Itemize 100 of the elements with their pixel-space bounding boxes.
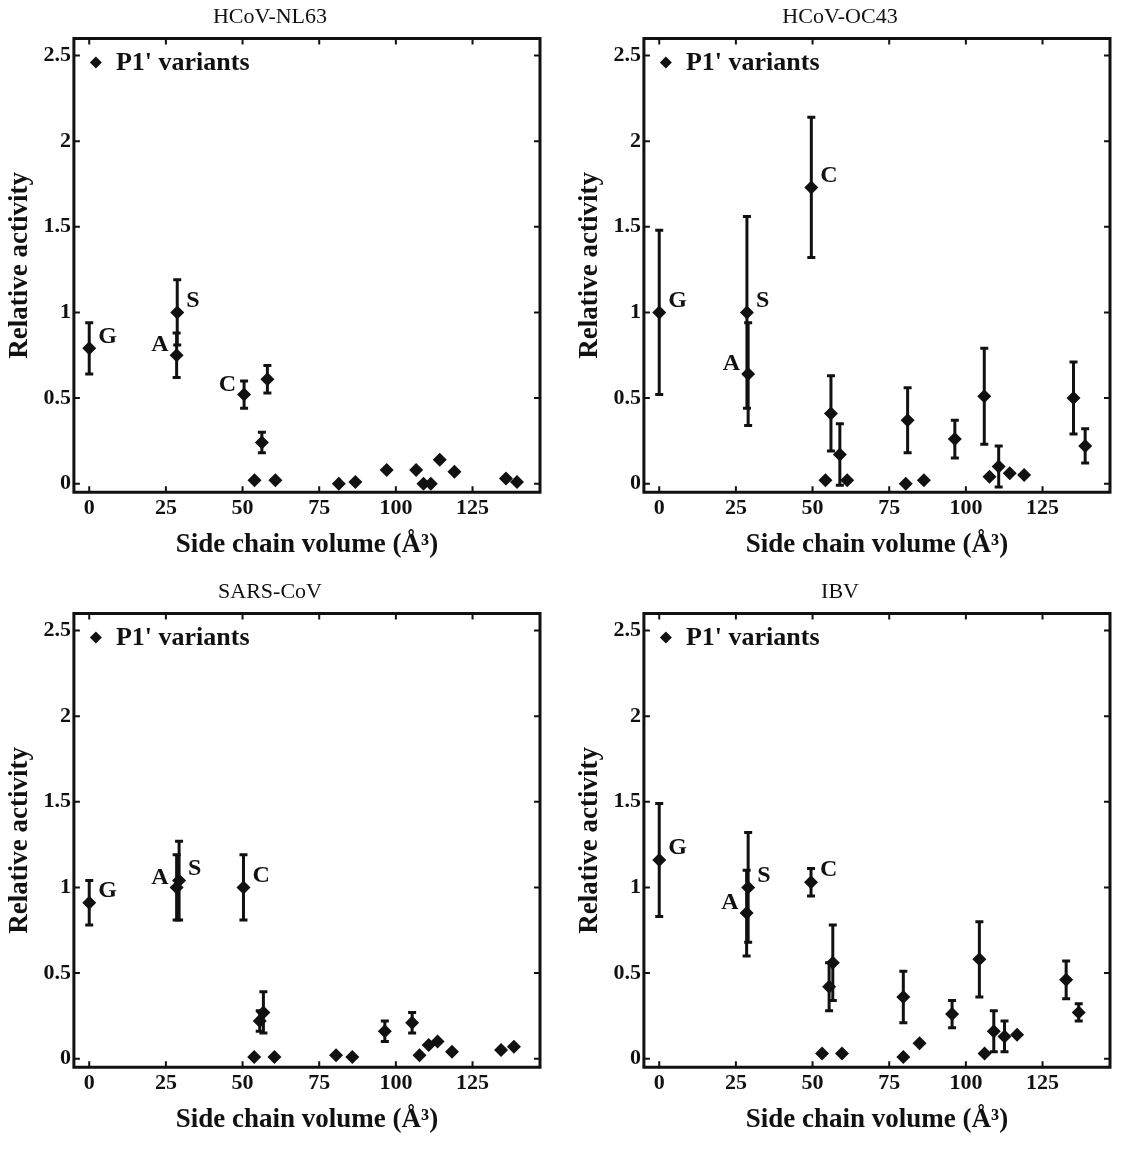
y-tick-label: 2.5 [43, 41, 71, 67]
x-tick-label: 0 [83, 494, 95, 520]
x-tick-label: 50 [231, 494, 254, 520]
point [444, 1044, 459, 1059]
y-tick-label: 1.5 [613, 212, 641, 238]
point [268, 473, 283, 488]
y-tick-label: 2 [629, 701, 641, 727]
point [267, 1049, 282, 1064]
point [345, 1049, 360, 1064]
x-tick-label: 0 [83, 1069, 95, 1095]
point [247, 473, 262, 488]
y-tick-label: 0.5 [43, 383, 71, 409]
y-tick-label: 2.5 [613, 616, 641, 642]
x-axis-title: Side chain volume (Å³) [175, 527, 439, 558]
y-tick-label: 1 [59, 298, 71, 324]
point [1010, 1027, 1025, 1042]
point [430, 1034, 445, 1049]
point [331, 476, 346, 491]
x-axis-title: Side chain volume (Å³) [745, 527, 1009, 558]
point [247, 1049, 262, 1064]
point [896, 1049, 911, 1064]
legend-label: P1' variants [115, 47, 250, 77]
annotation: G [668, 285, 688, 312]
annotation: C [218, 369, 237, 396]
annotation: S [757, 860, 771, 887]
point [815, 1046, 830, 1061]
point [447, 464, 462, 479]
x-tick-label: 0 [653, 494, 665, 520]
x-tick-label: 25 [154, 494, 177, 520]
y-tick-label: 1 [59, 873, 71, 899]
x-tick-label: 125 [1026, 1069, 1060, 1095]
x-tick-label: 75 [308, 1069, 331, 1095]
annotation: C [820, 160, 838, 187]
point [982, 469, 997, 484]
point [498, 471, 513, 486]
legend-label: P1' variants [115, 622, 250, 652]
x-tick-label: 50 [231, 1069, 254, 1095]
x-tick-label: 100 [949, 1069, 983, 1095]
x-tick-label: 125 [1026, 494, 1060, 520]
x-tick-label: 100 [949, 494, 983, 520]
point [348, 474, 363, 489]
y-tick-label: 0.5 [43, 958, 71, 984]
legend-label: P1' variants [685, 622, 820, 652]
y-tick-label: 0 [59, 1044, 71, 1070]
chart-title: HCoV-NL63 [212, 2, 328, 28]
point [412, 1048, 427, 1063]
y-tick-label: 0.5 [613, 958, 641, 984]
y-tick-label: 0 [629, 1044, 641, 1070]
chart-title: SARS-CoV [218, 577, 323, 603]
y-tick-label: 0 [629, 469, 641, 495]
x-tick-label: 100 [379, 494, 413, 520]
y-tick-label: 2.5 [613, 41, 641, 67]
annotation: A [722, 349, 741, 376]
point [421, 1037, 436, 1052]
chart-title: HCoV-OC43 [782, 2, 898, 28]
y-tick-label: 2 [59, 701, 71, 727]
y-axis-title: Relative activity [573, 746, 604, 934]
x-axis-title: Side chain volume (Å³) [175, 1102, 439, 1133]
point [840, 473, 855, 488]
point [329, 1048, 344, 1063]
x-tick-label: 75 [878, 494, 901, 520]
annotation: A [151, 862, 170, 889]
annotation: G [668, 833, 688, 860]
x-tick-label: 25 [154, 1069, 177, 1095]
x-tick-label: 125 [456, 494, 490, 520]
chart-title: IBV [821, 577, 860, 603]
annotation: C [252, 860, 270, 887]
y-tick-label: 1.5 [613, 787, 641, 813]
x-tick-label: 50 [801, 494, 824, 520]
y-tick-label: 1.5 [43, 212, 71, 238]
x-tick-label: 75 [878, 1069, 901, 1095]
annotation: G [98, 321, 118, 348]
point [1002, 466, 1017, 481]
y-axis-title: Relative activity [3, 746, 34, 934]
y-axis-title: Relative activity [573, 171, 604, 359]
x-axis-title: Side chain volume (Å³) [745, 1102, 1009, 1133]
annotation: S [186, 285, 200, 312]
y-tick-label: 0 [59, 469, 71, 495]
y-tick-label: 2 [629, 126, 641, 152]
annotation: G [98, 876, 118, 903]
point [818, 473, 833, 488]
x-tick-label: 25 [724, 1069, 747, 1095]
point [1017, 468, 1032, 483]
point [379, 462, 394, 477]
annotation: S [755, 285, 770, 312]
point [834, 1046, 849, 1061]
legend-label: P1' variants [685, 47, 820, 77]
point [916, 473, 931, 488]
point [506, 1039, 521, 1054]
point [494, 1043, 509, 1058]
y-tick-label: 0.5 [613, 383, 641, 409]
x-tick-label: 0 [653, 1069, 665, 1095]
point [510, 474, 524, 489]
annotation: A [151, 330, 170, 357]
point [977, 1046, 992, 1061]
annotation: C [820, 855, 838, 882]
x-tick-label: 25 [724, 494, 747, 520]
x-tick-label: 100 [379, 1069, 413, 1095]
point [912, 1036, 927, 1051]
point [409, 462, 424, 477]
